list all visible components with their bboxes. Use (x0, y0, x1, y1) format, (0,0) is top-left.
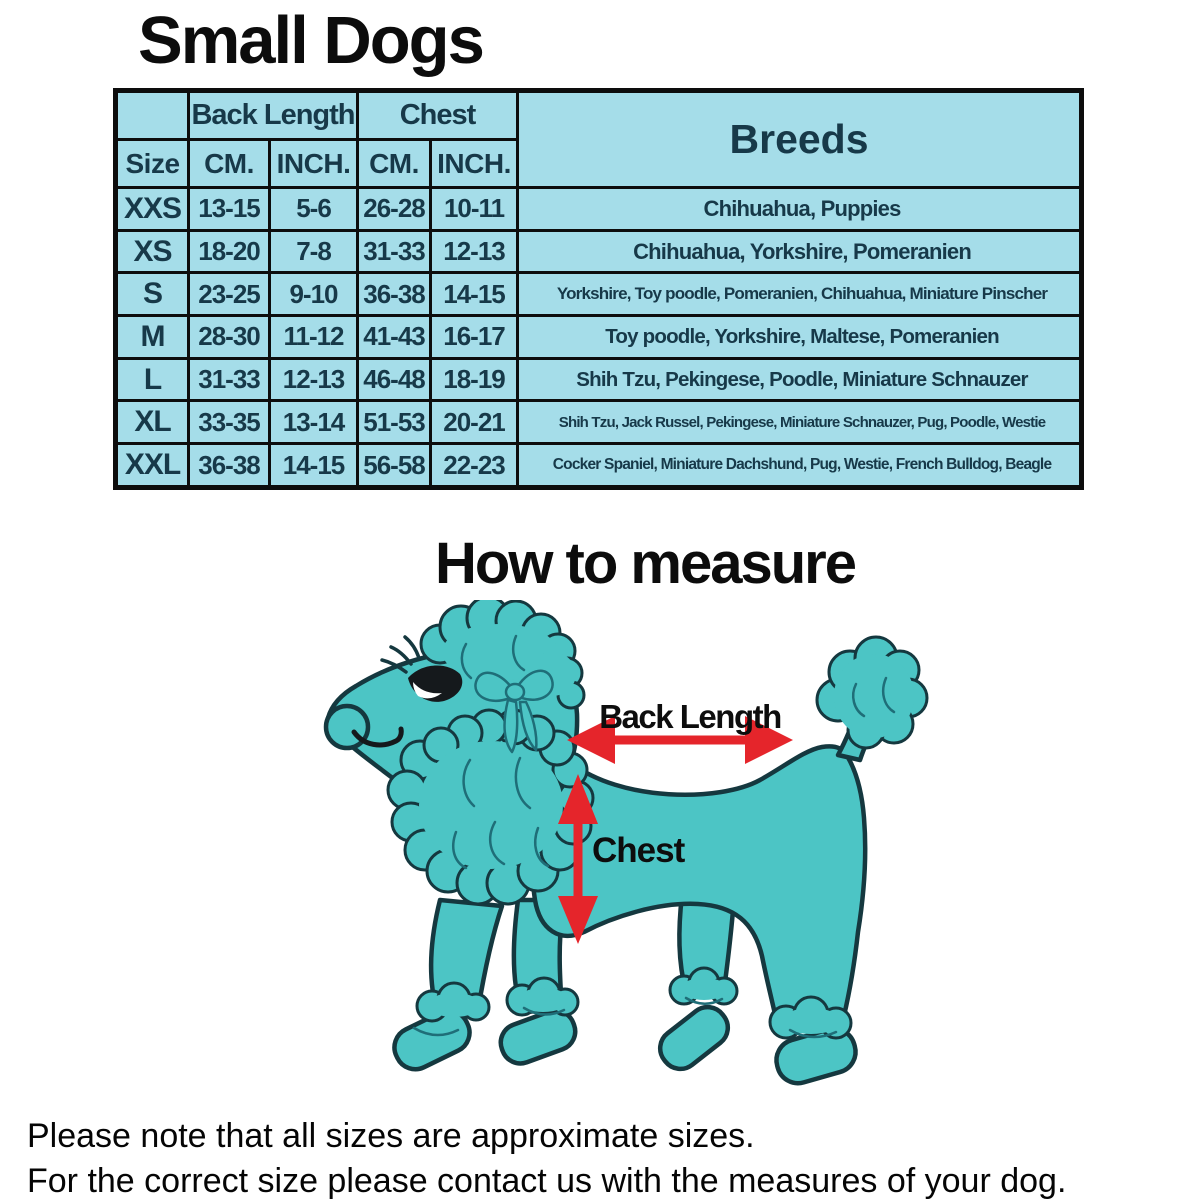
dog-near-rear-foot (768, 995, 858, 1086)
size-value: L (114, 356, 190, 403)
back-cm-value: 13-15 (187, 186, 271, 232)
note-line-2: For the correct size please contact us w… (27, 1162, 1067, 1200)
header-breeds: Breeds (516, 89, 1084, 189)
poodle-measure-diagram: .o{fill:#4cc5c5;stroke:#15383f;stroke-wi… (323, 600, 929, 1086)
header-chest: Chest (355, 89, 520, 141)
chest-cm-value: 41-43 (356, 314, 432, 360)
back-cm-value: 28-30 (187, 314, 271, 360)
breeds-value: Chihuahua, Yorkshire, Pomeranien (516, 228, 1084, 275)
table-row: XXS 13-15 5-6 26-28 10-11 Chihuahua, Pup… (114, 186, 1084, 232)
size-table-wrapper: Back Length Chest Breeds Size CM. INCH. … (113, 88, 1085, 490)
chest-label: Chest (592, 831, 686, 870)
table-row: XS 18-20 7-8 31-33 12-13 Chihuahua, York… (114, 228, 1084, 275)
chest-cm-value: 46-48 (356, 356, 432, 403)
dog-eye (380, 635, 463, 702)
chest-cm-value: 51-53 (356, 399, 432, 446)
back-inch-value: 9-10 (268, 271, 359, 318)
dog-head-pouf (419, 600, 586, 710)
note-line-1: Please note that all sizes are approxima… (27, 1117, 755, 1155)
table-row: S 23-25 9-10 36-38 14-15 Yorkshire, Toy … (114, 271, 1084, 318)
size-value: XS (114, 228, 190, 275)
back-cm-value: 18-20 (187, 228, 271, 275)
back-inch-value: 5-6 (268, 186, 359, 232)
back-length-label: Back Length (599, 698, 781, 735)
dog-far-rear-leg (657, 892, 739, 1072)
chest-inch-value: 20-21 (428, 399, 520, 446)
breeds-value: Toy poodle, Yorkshire, Maltese, Pomerani… (516, 314, 1084, 360)
header-back-inch: INCH. (268, 138, 359, 189)
dog-eyelashes (380, 658, 408, 674)
back-inch-value: 11-12 (268, 314, 359, 360)
chest-inch-value: 18-19 (428, 356, 520, 403)
dog-tail (815, 635, 929, 763)
back-cm-value: 36-38 (187, 442, 271, 489)
back-inch-value: 7-8 (268, 228, 359, 275)
header-back-length: Back Length (187, 89, 359, 141)
chest-cm-value: 26-28 (356, 186, 432, 232)
back-cm-value: 31-33 (187, 356, 271, 403)
chest-inch-value: 14-15 (428, 271, 520, 318)
chest-cm-value: 36-38 (356, 271, 432, 318)
chest-cm-value: 31-33 (356, 228, 432, 275)
breeds-value: Shih Tzu, Jack Russel, Pekingese, Miniat… (516, 399, 1084, 446)
chest-inch-value: 16-17 (428, 314, 520, 360)
breeds-value: Cocker Spaniel, Miniature Dachshund, Pug… (516, 442, 1084, 489)
size-value: S (114, 271, 190, 318)
breeds-value: Chihuahua, Puppies (516, 186, 1084, 232)
chest-inch-value: 12-13 (428, 228, 520, 275)
header-chest-cm: CM. (356, 138, 432, 189)
header-size: Size (114, 138, 190, 189)
footer-notes: Please note that all sizes are approxima… (27, 1114, 1066, 1200)
size-value: XXS (114, 186, 190, 232)
table-row: XXL 36-38 14-15 56-58 22-23 Cocker Spani… (114, 442, 1084, 489)
back-length-arrow (567, 716, 793, 764)
page-title: Small Dogs (138, 3, 485, 78)
back-inch-value: 13-14 (268, 399, 359, 446)
header-back-cm: CM. (187, 138, 271, 189)
dog-mouth (351, 726, 404, 748)
table-row: XL 33-35 13-14 51-53 20-21 Shih Tzu, Jac… (114, 399, 1084, 446)
chest-arrow (558, 774, 598, 944)
size-table: Back Length Chest Breeds Size CM. INCH. … (113, 88, 1085, 490)
table-row: M 28-30 11-12 41-43 16-17 Toy poodle, Yo… (114, 314, 1084, 360)
back-cm-value: 23-25 (187, 271, 271, 318)
dog-bow (474, 669, 554, 754)
table-row: L 31-33 12-13 46-48 18-19 Shih Tzu, Peki… (114, 356, 1084, 403)
chest-inch-value: 10-11 (428, 186, 520, 232)
size-value: XL (114, 399, 190, 446)
dog-near-front-leg (392, 897, 505, 1072)
back-cm-value: 33-35 (187, 399, 271, 446)
dog-tail-pom (815, 635, 929, 750)
back-inch-value: 14-15 (268, 442, 359, 489)
table-group-header-row: Back Length Chest Breeds (114, 89, 1084, 189)
how-to-measure-title: How to measure (435, 531, 857, 596)
header-chest-inch: INCH. (428, 138, 520, 189)
back-inch-value: 12-13 (268, 356, 359, 403)
breeds-value: Yorkshire, Toy poodle, Pomeranien, Chihu… (516, 271, 1084, 318)
size-value: M (114, 314, 190, 360)
table-sub-header-row: Size CM. INCH. CM. INCH. (114, 138, 1082, 189)
corner-cell (114, 89, 190, 141)
size-value: XXL (114, 442, 190, 489)
chest-inch-value: 22-23 (428, 442, 520, 489)
chest-cm-value: 56-58 (356, 442, 432, 489)
breeds-value: Shih Tzu, Pekingese, Poodle, Miniature S… (516, 356, 1084, 403)
